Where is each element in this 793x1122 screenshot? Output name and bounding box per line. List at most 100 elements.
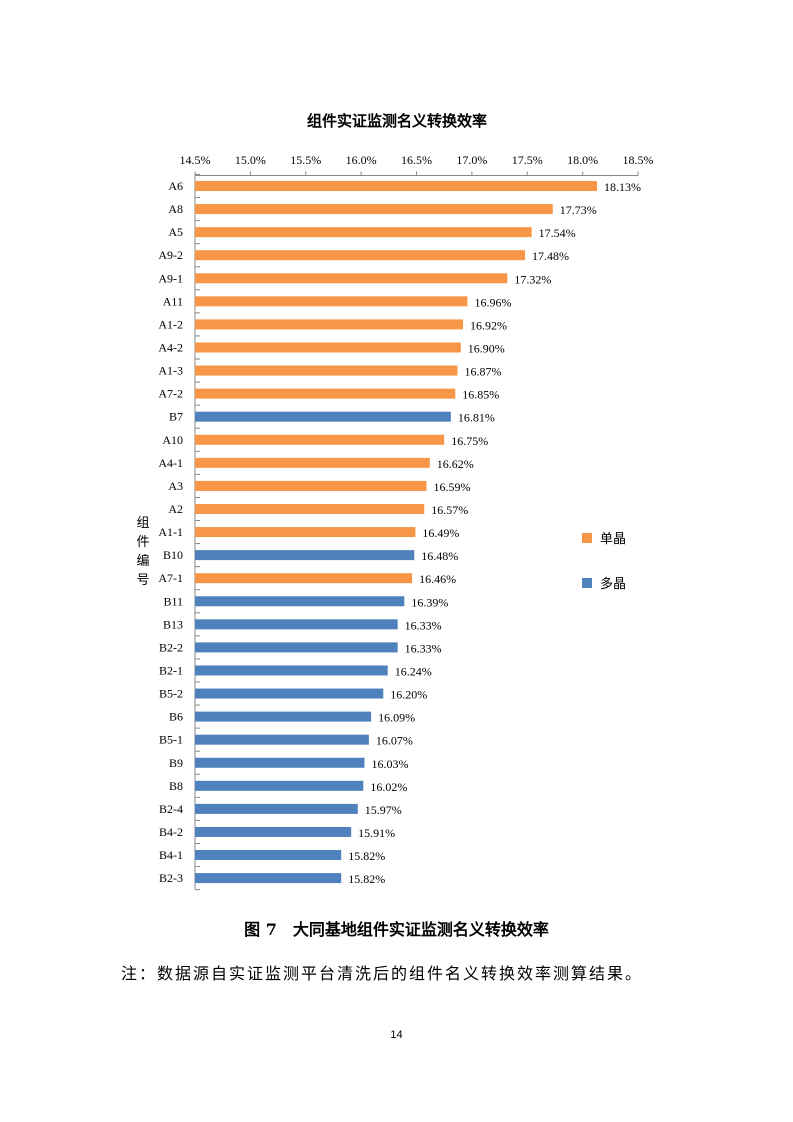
category-label: B2-2	[159, 640, 183, 654]
bar-a1-3	[195, 365, 458, 376]
bar-b5-2	[195, 688, 384, 699]
category-label: A2	[168, 502, 183, 516]
y-axis-title-char: 号	[136, 573, 149, 588]
data-label: 16.02%	[370, 780, 407, 794]
data-label: 16.85%	[462, 388, 499, 402]
x-tick-label: 15.5%	[290, 153, 321, 167]
category-label: B7	[169, 410, 183, 424]
bar-a7-2	[195, 388, 456, 399]
y-axis-title-char: 编	[136, 554, 149, 569]
y-axis-title-char: 组	[136, 516, 149, 531]
category-label: B8	[169, 779, 183, 793]
category-label: A9-2	[158, 248, 183, 262]
category-label: A11	[163, 294, 183, 308]
data-label: 17.32%	[514, 272, 551, 286]
category-label: A7-2	[158, 387, 183, 401]
data-label: 16.92%	[470, 318, 507, 332]
category-label: A7-1	[158, 571, 183, 585]
data-label: 16.46%	[419, 572, 456, 586]
bar-a1-2	[195, 319, 464, 330]
data-label: 16.81%	[458, 411, 495, 425]
bar-a9-1	[195, 273, 508, 284]
data-label: 18.13%	[604, 180, 641, 194]
category-label: B4-2	[159, 825, 183, 839]
data-label: 16.75%	[451, 434, 488, 448]
bar-b2-4	[195, 803, 358, 814]
data-label: 16.24%	[395, 664, 432, 678]
bar-b8	[195, 780, 364, 791]
bar-a11	[195, 296, 468, 307]
bar-b6	[195, 711, 372, 722]
x-tick-label: 16.0%	[346, 153, 377, 167]
data-label: 16.07%	[376, 734, 413, 748]
data-label: 16.49%	[422, 526, 459, 540]
data-label: 16.62%	[437, 457, 474, 471]
bar-a7-1	[195, 573, 413, 584]
data-label: 15.91%	[358, 826, 395, 840]
chart-title: 组件实证监测名义转换效率	[307, 112, 487, 130]
category-label: B4-1	[159, 848, 183, 862]
bar-b4-1	[195, 850, 342, 861]
data-label: 16.33%	[405, 618, 442, 632]
figure-note: 注：数据源自实证监测平台清洗后的组件名义转换效率测算结果。	[121, 964, 644, 983]
bar-a9-2	[195, 250, 526, 261]
data-label: 17.54%	[539, 226, 576, 240]
data-label: 16.48%	[421, 549, 458, 563]
data-label: 17.73%	[560, 203, 597, 217]
category-label: B5-1	[159, 733, 183, 747]
data-label: 15.82%	[348, 872, 385, 886]
category-label: A4-2	[158, 340, 183, 354]
category-label: B2-3	[159, 871, 183, 885]
x-tick-label: 15.0%	[235, 153, 266, 167]
y-axis-title-char: 件	[136, 535, 149, 550]
bar-b10	[195, 550, 415, 561]
data-label: 16.90%	[468, 341, 505, 355]
bar-a2	[195, 503, 425, 514]
category-label: A8	[168, 202, 183, 216]
data-label: 15.82%	[348, 849, 385, 863]
bar-b11	[195, 596, 405, 607]
data-label: 16.87%	[464, 365, 501, 379]
bar-b5-1	[195, 734, 369, 745]
category-label: A1-3	[158, 364, 183, 378]
x-tick-label: 17.5%	[512, 153, 543, 167]
bar-b13	[195, 619, 398, 630]
category-label: A10	[162, 433, 183, 447]
category-label: A1-1	[158, 525, 183, 539]
efficiency-bar-chart: 组件实证监测名义转换效率 14.5% 15.0% 15.5% 16.0% 16.5% 17…	[136, 112, 654, 891]
bar-a4-2	[195, 342, 461, 353]
category-label: A4-1	[158, 456, 183, 470]
data-label: 16.09%	[378, 711, 415, 725]
category-label: B9	[169, 756, 183, 770]
legend-label: 单晶	[600, 532, 626, 547]
bars: A6 18.13% A8 17.73% A5 17.54% A9-2 17.48% A9-1 17…	[158, 179, 641, 886]
category-label: A5	[168, 225, 183, 239]
data-label: 16.57%	[431, 503, 468, 517]
category-label: B13	[163, 617, 183, 631]
data-label: 16.20%	[390, 688, 427, 702]
data-label: 15.97%	[365, 803, 402, 817]
bar-b4-2	[195, 826, 352, 837]
bar-b9	[195, 757, 365, 768]
axes: 14.5% 15.0% 15.5% 16.0% 16.5% 17.0% 17.5% 18.0%…	[180, 153, 654, 891]
category-label: A6	[168, 179, 183, 193]
bar-a5	[195, 227, 532, 238]
bar-a10	[195, 434, 445, 445]
category-label: B11	[163, 594, 183, 608]
legend-swatch	[582, 533, 592, 543]
category-label: B5-2	[159, 687, 183, 701]
bar-b2-2	[195, 642, 398, 653]
x-tick-label: 18.5%	[623, 153, 654, 167]
data-label: 17.48%	[532, 249, 569, 263]
category-label: B2-1	[159, 663, 183, 677]
x-tick-label: 17.0%	[456, 153, 487, 167]
bar-a3	[195, 480, 427, 491]
figure-caption: 图 7 大同基地组件实证监测名义转换效率	[244, 920, 549, 939]
bar-b2-3	[195, 873, 342, 884]
category-label: B10	[163, 548, 183, 562]
page-number: 14	[390, 1029, 403, 1041]
bar-a1-1	[195, 527, 416, 538]
data-label: 16.03%	[371, 757, 408, 771]
bar-a6	[195, 181, 598, 191]
